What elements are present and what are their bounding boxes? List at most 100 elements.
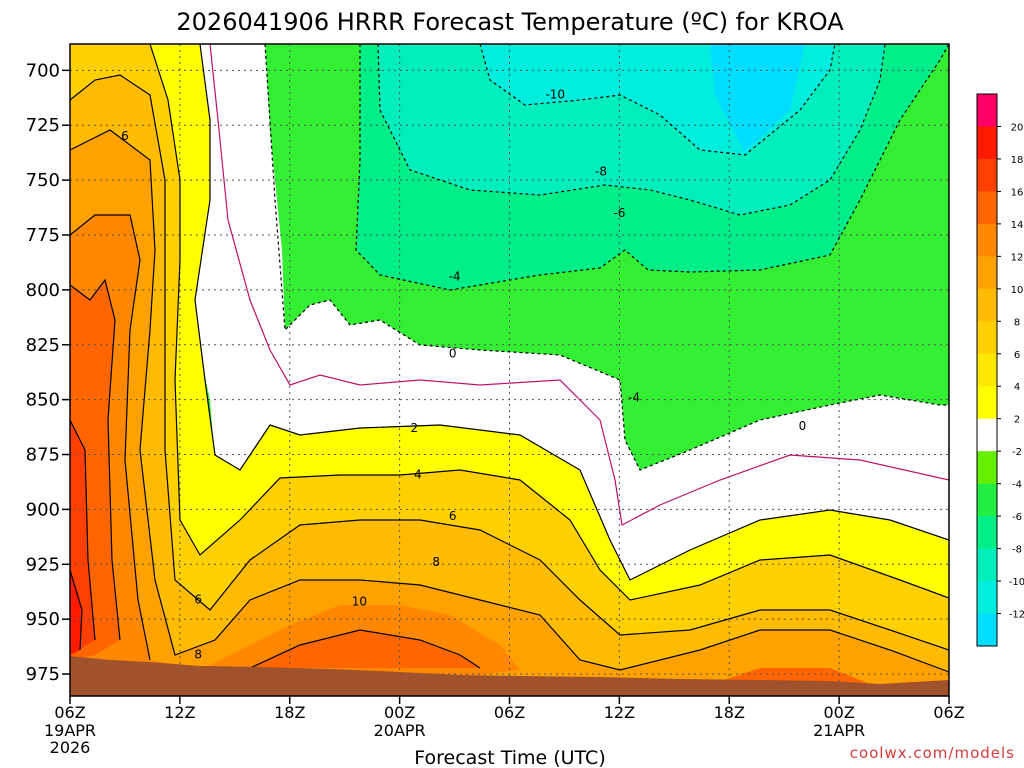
colorbar-label: 18 (1011, 155, 1024, 166)
x-tick-label: 00Z (384, 703, 415, 722)
colorbar-label: -8 (1012, 545, 1022, 556)
plot-area: 6 8 6 10 8 6 4 2 0 -4 -10 -8 -6 -4 0 (70, 44, 949, 696)
contour-label: 8 (194, 647, 202, 661)
y-tick-label: 975 (26, 664, 60, 685)
contour-plus-4 (149, 44, 949, 601)
colorbar-swatch (977, 191, 997, 225)
contour-plus-10 (70, 214, 481, 669)
band-minus-12 (710, 44, 805, 152)
colorbar-label: 8 (1014, 317, 1020, 328)
contour-label: 6 (449, 509, 457, 523)
colorbar-swatch (977, 581, 997, 615)
y-tick-label: 950 (26, 609, 60, 630)
y-axis: 700 725 750 775 800 825 850 875 900 925 950 975 (26, 60, 70, 685)
contour-minus-10 (479, 44, 836, 156)
contour-minus-8 (377, 44, 886, 216)
grid-lines (70, 44, 949, 696)
x-tick-label: 00Z (823, 703, 854, 722)
colorbar-swatch (977, 548, 997, 582)
x-tick-label: 18Z (274, 703, 305, 722)
colorbar-label: 16 (1011, 187, 1024, 198)
x-tick-label: 06Z (494, 703, 525, 722)
contour-label: -4 (449, 270, 461, 284)
contour-label: 0 (449, 347, 457, 361)
band-plus-16 (70, 570, 82, 655)
contour-plus-6 (70, 74, 949, 651)
colorbar-label: -10 (1009, 577, 1024, 588)
contour-label: 0 (799, 419, 807, 433)
colorbar-swatch (977, 321, 997, 355)
contour-label: -6 (613, 206, 625, 220)
colorbar-label: 20 (1011, 122, 1024, 133)
y-tick-label: 925 (26, 554, 60, 575)
x-tick-label: 12Z (604, 703, 635, 722)
colorbar-label: -6 (1012, 512, 1022, 523)
colorbar-swatch (977, 158, 997, 192)
colorbar-label: 10 (1011, 285, 1024, 296)
band-zero (185, 44, 949, 580)
colorbar: 20 18 16 14 12 10 8 6 4 2 -2 -4 -6 -8 -10 -12 (976, 93, 1024, 647)
contour-minus-6 (355, 44, 949, 291)
y-tick-label: 775 (26, 225, 60, 246)
colorbar-swatch (977, 94, 997, 127)
colorbar-label: -12 (1009, 610, 1024, 621)
y-tick-label: 850 (26, 390, 60, 411)
contour-label: -8 (595, 164, 607, 178)
contour-labels: 6 8 6 10 8 6 4 2 0 -4 -10 -8 -6 -4 0 (121, 87, 807, 661)
colorbar-swatch (977, 483, 997, 517)
contour-plus-16 (70, 569, 83, 651)
colorbar-label: -4 (1012, 480, 1022, 491)
contour-label: 6 (121, 129, 129, 143)
y-tick-label: 875 (26, 445, 60, 466)
x-tick-label: 06Z (54, 703, 85, 722)
contour-plus-8 (70, 129, 949, 673)
contour-label: 4 (414, 467, 422, 481)
contour-lines (70, 44, 949, 673)
colorbar-label: -2 (1012, 447, 1022, 458)
colorbar-swatch (977, 386, 997, 420)
credit-text: coolwx.com/models (850, 744, 1015, 762)
y-tick-label: 900 (26, 499, 60, 520)
x-tick-date-label: 19APR (44, 721, 96, 740)
colorbar-swatch (977, 223, 997, 257)
x-tick-label: 06Z (933, 703, 964, 722)
x-tick-label: 18Z (714, 703, 745, 722)
y-tick-label: 700 (26, 60, 60, 81)
colorbar-frame (976, 93, 998, 647)
contour-label: 10 (352, 595, 367, 609)
colorbar-swatch (977, 256, 997, 290)
contour-label: 2 (410, 421, 418, 435)
terrain (70, 656, 949, 696)
colorbar-label: 4 (1014, 382, 1020, 393)
colorbar-swatch (977, 451, 997, 485)
colorbar-swatch (977, 353, 997, 387)
contour-plus-14 (70, 419, 96, 641)
colorbar-label: 12 (1011, 252, 1024, 263)
colorbar-swatch (977, 126, 997, 160)
band-plus-6 (70, 44, 949, 696)
colorbar-label: 14 (1011, 220, 1024, 231)
y-tick-label: 750 (26, 170, 60, 191)
contour-label: -4 (628, 390, 640, 404)
contour-plus-2 (194, 44, 949, 581)
x-tick-date-label: 21APR (813, 721, 865, 740)
contour-label: 8 (432, 555, 440, 569)
y-tick-label: 800 (26, 280, 60, 301)
y-tick-label: 725 (26, 115, 60, 136)
x-axis-label: Forecast Time (UTC) (414, 747, 605, 768)
contour-zero (209, 44, 949, 526)
band-plus-8 (70, 130, 949, 696)
colorbar-swatch (977, 516, 997, 550)
x-tick-date-label: 20APR (374, 721, 426, 740)
colorbar-swatch (977, 613, 997, 647)
chart-title: 2026041906 HRRR Forecast Temperature (ºC… (176, 8, 844, 36)
y-tick-label: 825 (26, 335, 60, 356)
colorbar-swatch (977, 418, 997, 452)
colorbar-swatch (977, 288, 997, 322)
x-tick-label: 12Z (164, 703, 195, 722)
x-tick-date-label: 2026 (50, 738, 91, 757)
contour-label: -10 (545, 87, 565, 101)
colorbar-label: 2 (1014, 415, 1020, 426)
